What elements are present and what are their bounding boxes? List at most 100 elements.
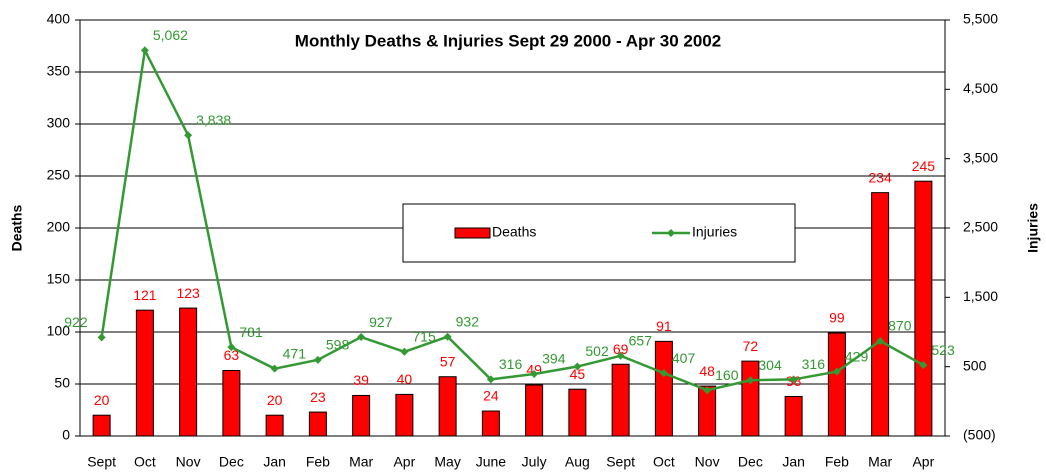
y2-tick-label: 2,500 (963, 219, 998, 235)
line-marker (184, 131, 193, 140)
x-tick-label: Sept (87, 454, 116, 470)
y-tick-label: 0 (62, 427, 70, 443)
bar (179, 307, 198, 437)
bar (395, 393, 414, 437)
bar (92, 414, 111, 437)
line-marker (400, 347, 409, 356)
legend-marker (667, 229, 675, 237)
y-tick-label: 200 (47, 219, 71, 235)
line-value-label: 304 (758, 357, 782, 373)
line-marker (227, 343, 236, 352)
line-marker (832, 367, 841, 376)
bar-value-label: 234 (868, 169, 892, 185)
line-value-label: 316 (499, 356, 523, 372)
line-value-label: 471 (283, 345, 307, 361)
bar-value-label: 121 (133, 287, 157, 303)
line-value-label: 394 (542, 351, 566, 367)
y2-tick-label: 4,500 (963, 80, 998, 96)
bar (654, 340, 673, 437)
line-value-label: 657 (629, 332, 653, 348)
line-marker (530, 370, 539, 379)
x-tick-label: Dec (219, 454, 244, 470)
x-tick-label: Nov (176, 454, 201, 470)
y-tick-label: 400 (47, 11, 71, 27)
bar (827, 332, 846, 437)
bar (611, 363, 630, 437)
line-value-label: 316 (802, 356, 826, 372)
bar-value-label: 20 (267, 392, 283, 408)
bar (265, 414, 284, 437)
line-value-label: 502 (585, 343, 609, 359)
x-tick-label: Feb (306, 454, 330, 470)
line-value-label: 932 (456, 313, 480, 329)
bar (741, 360, 760, 437)
line-value-label: 160 (715, 367, 739, 383)
y-tick-label: 250 (47, 167, 71, 183)
line-marker (876, 337, 885, 346)
bar-value-label: 99 (829, 310, 845, 326)
line-marker (443, 332, 452, 341)
y2-tick-label: 5,500 (963, 11, 998, 27)
line-value-label: 429 (845, 348, 869, 364)
line-marker (573, 362, 582, 371)
bar (352, 394, 371, 437)
line-value-label: 523 (931, 342, 955, 358)
legend-label: Injuries (692, 224, 737, 240)
x-tick-label: Feb (825, 454, 849, 470)
bar-value-label: 245 (912, 158, 936, 174)
bar-value-label: 69 (613, 341, 629, 357)
bar-value-label: 23 (310, 389, 326, 405)
line-marker (746, 376, 755, 385)
line-marker (270, 364, 279, 373)
x-tick-label: Apr (912, 454, 934, 470)
y-tick-label: 150 (47, 271, 71, 287)
line-value-label: 3,838 (196, 112, 231, 128)
x-tick-label: Jan (263, 454, 286, 470)
bar-value-label: 72 (743, 338, 759, 354)
y2-tick-label: 1,500 (963, 288, 998, 304)
x-tick-label: Oct (653, 454, 675, 470)
bar (308, 411, 327, 437)
line (100, 46, 924, 392)
x-tick-label: Jan (782, 454, 805, 470)
bar-value-label: 57 (440, 353, 456, 369)
line-marker (357, 333, 366, 342)
bar (135, 309, 154, 437)
line-marker (140, 46, 149, 55)
y-axis-title: Deaths (9, 204, 25, 251)
line-value-label: 781 (239, 324, 263, 340)
bar (438, 376, 457, 437)
x-tick-label: May (434, 454, 460, 470)
x-tick-label: Apr (393, 454, 415, 470)
bar-value-label: 39 (353, 372, 369, 388)
line-value-label: 927 (369, 314, 393, 330)
legend-swatch (454, 227, 491, 239)
line-value-label: 870 (888, 318, 912, 334)
line-value-label: 715 (412, 328, 436, 344)
bar-value-label: 48 (699, 363, 715, 379)
line-marker (659, 369, 668, 378)
x-tick-label: Mar (868, 454, 892, 470)
x-tick-label: Nov (695, 454, 720, 470)
y-tick-label: 300 (47, 115, 71, 131)
x-tick-label: Dec (738, 454, 763, 470)
line-marker (789, 375, 798, 384)
line-marker (486, 375, 495, 384)
line-value-label: 5,062 (153, 27, 188, 43)
y-tick-label: 50 (54, 375, 70, 391)
bar-value-label: 63 (224, 347, 240, 363)
bar-value-label: 20 (94, 392, 110, 408)
bar (784, 395, 803, 437)
x-tick-label: Aug (565, 454, 590, 470)
bar (871, 192, 890, 437)
bar (568, 388, 587, 437)
y2-tick-label: 3,500 (963, 149, 998, 165)
bar-value-label: 40 (397, 371, 413, 387)
legend-label: Deaths (492, 224, 536, 240)
line-marker (313, 355, 322, 364)
line-value-label: 598 (326, 337, 350, 353)
y-tick-label: 100 (47, 323, 71, 339)
bar-value-label: 123 (176, 285, 200, 301)
line-marker (919, 361, 928, 370)
